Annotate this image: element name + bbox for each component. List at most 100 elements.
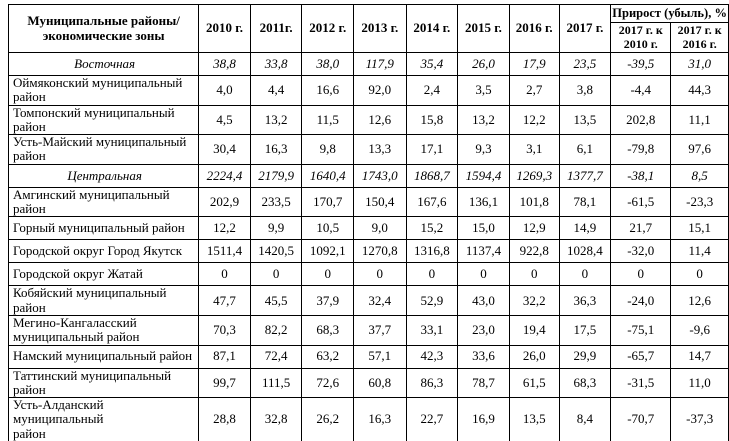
value-cell: 1511,4 [198, 239, 251, 264]
value-cell: 111,5 [249, 367, 303, 399]
value-cell: 0 [198, 262, 251, 287]
row-label: Городской округ Жатай [7, 262, 200, 287]
value-cell: 4,0 [198, 75, 251, 106]
column-header-2010: 2010 г. [198, 4, 251, 53]
value-cell: 11,1 [670, 104, 729, 136]
value-cell: 26,0 [508, 344, 560, 369]
value-cell: 1594,4 [457, 163, 510, 188]
column-header-2013: 2013 г. [353, 4, 407, 53]
value-cell: 1640,4 [301, 163, 355, 188]
value-cell: 0 [610, 262, 672, 287]
value-cell: -79,8 [610, 134, 672, 165]
value-cell: 101,8 [508, 186, 560, 218]
value-cell: 12,2 [198, 216, 251, 241]
value-cell: 28,8 [198, 397, 251, 441]
value-cell: 32,8 [249, 397, 303, 441]
value-cell: 12,9 [508, 216, 560, 241]
value-cell: -61,5 [610, 186, 672, 218]
value-cell: -4,4 [610, 75, 672, 106]
column-header-2011: 2011г. [249, 4, 303, 53]
row-label: Восточная [7, 52, 200, 76]
value-cell: 26,0 [457, 52, 510, 76]
value-cell: 13,2 [457, 104, 510, 136]
value-cell: 9,9 [249, 216, 303, 241]
value-cell: 12,6 [670, 285, 729, 316]
value-cell: -75,1 [610, 314, 672, 346]
value-cell: 43,0 [457, 285, 510, 316]
column-header-2012: 2012 г. [301, 4, 355, 53]
value-cell: -38,1 [610, 163, 672, 188]
value-cell: 17,1 [405, 134, 459, 165]
table-row: Городской округ Город Якутск 1511,4 1420,… [7, 239, 729, 264]
value-cell: 29,9 [558, 344, 612, 369]
value-cell: 167,6 [405, 186, 459, 218]
table-row: Восточная 38,8 33,8 38,0 117,9 35,4 26,0 17,9 2… [7, 52, 729, 76]
column-header-growth: Прирост (убыль), % [610, 4, 729, 23]
table-row: Центральная 2224,4 2179,9 1640,4 1743,0 1868… [7, 163, 729, 188]
value-cell: 68,3 [558, 367, 612, 399]
value-cell: 1420,5 [249, 239, 303, 264]
row-label: Городской округ Город Якутск [7, 239, 200, 264]
value-cell: 11,4 [670, 239, 729, 264]
row-label: Таттинский муниципальный район [7, 367, 200, 399]
value-cell: 10,5 [301, 216, 355, 241]
value-cell: 22,7 [405, 397, 459, 441]
value-cell: 0 [249, 262, 303, 287]
table-row: Усть-Алданский муниципальный район 28,8 3… [7, 397, 729, 441]
value-cell: 150,4 [353, 186, 407, 218]
value-cell: 1028,4 [558, 239, 612, 264]
value-cell: 16,9 [457, 397, 510, 441]
table-row: Таттинский муниципальный район 99,7 111,5… [7, 367, 729, 399]
value-cell: 13,5 [558, 104, 612, 136]
value-cell: 32,2 [508, 285, 560, 316]
value-cell: 17,5 [558, 314, 612, 346]
value-cell: 33,1 [405, 314, 459, 346]
value-cell: 4,4 [249, 75, 303, 106]
value-cell: 136,1 [457, 186, 510, 218]
value-cell: 78,1 [558, 186, 612, 218]
table-row: Намский муниципальный район 87,1 72,4 63,2… [7, 344, 729, 369]
value-cell: 0 [405, 262, 459, 287]
value-cell: 52,9 [405, 285, 459, 316]
value-cell: 8,4 [558, 397, 612, 441]
value-cell: 82,2 [249, 314, 303, 346]
value-cell: 19,4 [508, 314, 560, 346]
value-cell: 1868,7 [405, 163, 459, 188]
value-cell: 1270,8 [353, 239, 407, 264]
value-cell: 4,5 [198, 104, 251, 136]
column-header-growth-2017-2016: 2017 г. к 2016 г. [670, 22, 729, 53]
row-label: Усть-Майский муниципальный район [7, 134, 200, 165]
value-cell: 38,0 [301, 52, 355, 76]
value-cell: -32,0 [610, 239, 672, 264]
value-cell: 0 [353, 262, 407, 287]
table-row: Томпонский муниципальный район 4,5 13,2 11… [7, 104, 729, 136]
value-cell: -24,0 [610, 285, 672, 316]
value-cell: 15,1 [670, 216, 729, 241]
row-label: Томпонский муниципальный район [7, 104, 200, 136]
value-cell: 47,7 [198, 285, 251, 316]
value-cell: 0 [670, 262, 729, 287]
value-cell: -37,3 [670, 397, 729, 441]
value-cell: 0 [508, 262, 560, 287]
value-cell: 8,5 [670, 163, 729, 188]
value-cell: 11,5 [301, 104, 355, 136]
row-label: Усть-Алданский муниципальный район [7, 397, 200, 441]
value-cell: 922,8 [508, 239, 560, 264]
value-cell: 57,1 [353, 344, 407, 369]
value-cell: 23,0 [457, 314, 510, 346]
column-header-name: Муниципальные районы/ экономические зоны [7, 4, 200, 53]
value-cell: 33,8 [249, 52, 303, 76]
value-cell: 15,0 [457, 216, 510, 241]
value-cell: 15,2 [405, 216, 459, 241]
value-cell: 30,4 [198, 134, 251, 165]
row-label: Намский муниципальный район [7, 344, 200, 369]
value-cell: 78,7 [457, 367, 510, 399]
value-cell: 9,0 [353, 216, 407, 241]
value-cell: 11,0 [670, 367, 729, 399]
value-cell: 21,7 [610, 216, 672, 241]
value-cell: -9,6 [670, 314, 729, 346]
value-cell: 2179,9 [249, 163, 303, 188]
column-header-growth-2017-2010: 2017 г. к 2010 г. [610, 22, 672, 53]
value-cell: 2,7 [508, 75, 560, 106]
